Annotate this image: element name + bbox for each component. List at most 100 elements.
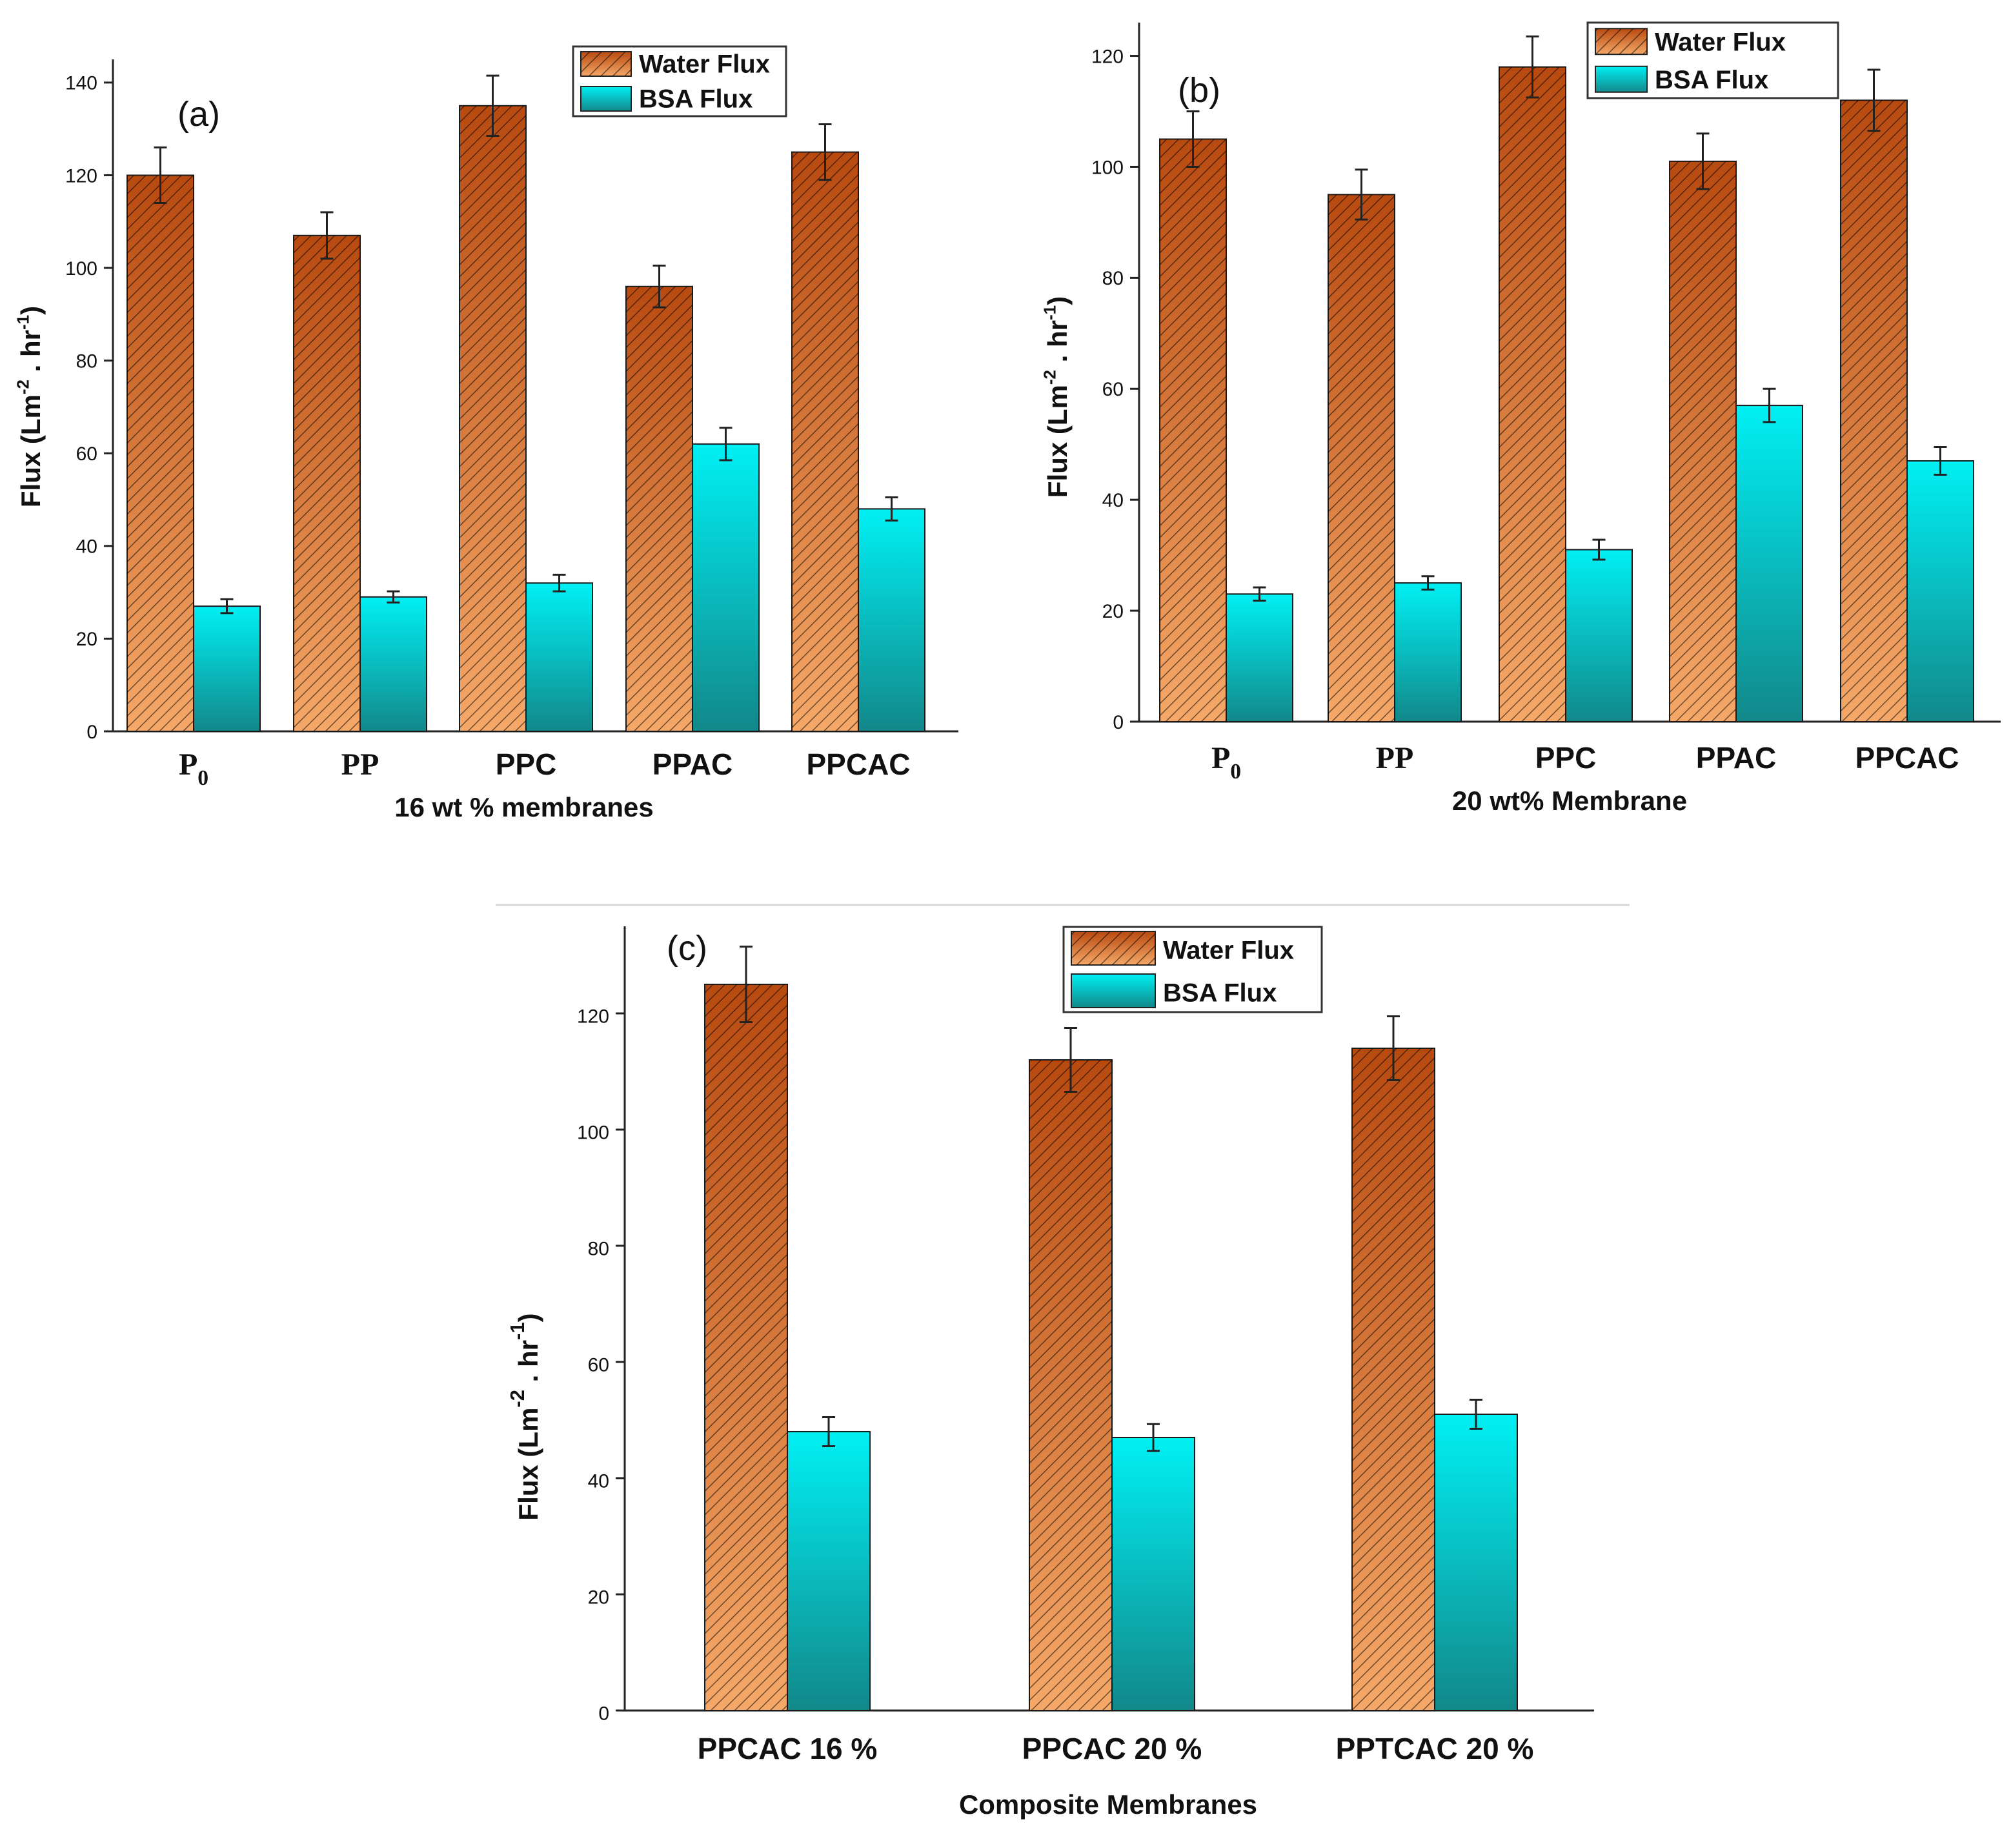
- water-flux-bar-hatch: [294, 235, 360, 731]
- water-flux-error-bar: [1064, 1027, 1077, 1093]
- panel-label: (a): [177, 95, 220, 134]
- water-flux-bar-hatch: [792, 152, 858, 732]
- x-axis-title: Composite Membranes: [959, 1789, 1257, 1820]
- bsa-flux-bar: [787, 1431, 871, 1711]
- water-flux-error-bar: [320, 211, 334, 260]
- legend-swatch-hatch: [581, 52, 631, 76]
- bsa-flux-bar: [1111, 1437, 1195, 1711]
- water-flux-error-bar: [1696, 132, 1710, 190]
- legend-label-bsa: BSA Flux: [1163, 979, 1277, 1008]
- x-category-label: PPAC: [1696, 741, 1776, 775]
- x-category-label: PPCAC 16 %: [698, 1732, 878, 1765]
- water-flux-bar-hatch: [1499, 66, 1566, 722]
- water-flux-bar-hatch: [460, 105, 526, 732]
- y-tick-label: 20: [588, 1587, 609, 1608]
- legend: Water Flux BSA Flux: [1586, 21, 1839, 99]
- legend-swatch-bsa: [580, 86, 632, 112]
- bsa-flux-error-bar: [1763, 387, 1776, 423]
- y-tick-label: 0: [598, 1703, 609, 1724]
- x-category-label: PPTCAC 20 %: [1336, 1732, 1534, 1765]
- x-category-label: P0: [179, 747, 208, 790]
- y-tick-label: 20: [76, 629, 97, 650]
- y-tick-label: 40: [76, 536, 97, 558]
- water-flux-error-bar: [1355, 168, 1368, 221]
- water-flux-error-bar: [818, 123, 832, 181]
- y-tick-label: 0: [1113, 712, 1124, 733]
- bsa-flux-bar: [1735, 405, 1803, 722]
- bsa-flux-error-bar: [387, 590, 400, 604]
- x-category-label: PPCAC 20 %: [1022, 1732, 1202, 1765]
- y-tick-label: 140: [65, 73, 97, 94]
- bsa-flux-bar: [858, 508, 925, 733]
- x-axis-title: 16 wt % membranes: [394, 792, 654, 822]
- legend: Water Flux BSA Flux: [572, 45, 787, 117]
- y-tick-label: 0: [86, 722, 97, 743]
- x-category-label: PPCAC: [806, 747, 910, 781]
- y-tick-label: 80: [1102, 268, 1124, 289]
- bsa-flux-error-bar: [1470, 1399, 1482, 1430]
- y-tick-label: 120: [1091, 46, 1124, 67]
- chart-panel-a: 0 20 40 60 80 100 120 140 P0 PP PPC PPAC PPCAC 16 wt …: [13, 45, 958, 822]
- water-flux-error-bar: [486, 74, 500, 137]
- legend-swatch-bsa: [1071, 973, 1156, 1008]
- bsa-flux-bar: [1906, 460, 1974, 722]
- legend-label-bsa: BSA Flux: [1655, 66, 1768, 94]
- bsa-flux-error-bar: [1934, 446, 1947, 476]
- y-tick-label: 20: [1102, 601, 1124, 622]
- panel-label: (c): [667, 929, 707, 968]
- bsa-flux-error-bar: [1147, 1423, 1160, 1452]
- water-flux-error-bar: [1526, 35, 1539, 99]
- water-flux-error-bar: [1387, 1015, 1400, 1081]
- y-tick-label: 40: [1102, 490, 1124, 511]
- bsa-flux-bar: [359, 596, 427, 732]
- y-tick-label: 60: [1102, 379, 1124, 400]
- water-flux-error-bar: [1867, 68, 1881, 132]
- bsa-flux-bar: [193, 605, 261, 733]
- bsa-flux-error-bar: [1253, 586, 1266, 602]
- bsa-flux-error-bar: [552, 573, 566, 593]
- y-tick-label: 80: [76, 350, 97, 372]
- bsa-flux-error-bar: [1592, 538, 1606, 561]
- legend-label-water: Water Flux: [1163, 937, 1294, 965]
- legend-swatch-hatch: [1595, 28, 1647, 55]
- y-tick-label: 40: [588, 1470, 609, 1492]
- y-axis-title: Flux (Lm-2 . hr-1): [13, 306, 46, 507]
- bsa-flux-bar: [1565, 549, 1633, 722]
- y-tick-label: 80: [588, 1238, 609, 1259]
- bsa-flux-error-bar: [220, 598, 234, 614]
- water-flux-bar-hatch: [1029, 1060, 1112, 1711]
- legend-label-water: Water Flux: [639, 50, 770, 79]
- y-tick-label: 100: [65, 258, 97, 279]
- x-category-label: PPCAC: [1855, 741, 1959, 775]
- water-flux-bar-hatch: [1328, 194, 1395, 722]
- bsa-flux-bar: [525, 582, 593, 733]
- water-flux-bar-hatch: [1352, 1048, 1435, 1711]
- panel-label: (b): [1178, 71, 1220, 110]
- chart-panel-c: 0 20 40 60 80 100 120 PPCAC 16 % PPCAC 20 % PPTCA…: [506, 926, 1594, 1820]
- legend-label-water: Water Flux: [1655, 28, 1786, 57]
- y-axis-title: Flux (Lm-2 . hr-1): [506, 1313, 543, 1520]
- legend-label-bsa: BSA Flux: [639, 85, 753, 114]
- water-flux-error-bar: [154, 146, 167, 205]
- bsa-flux-bar: [1226, 593, 1293, 722]
- y-tick-label: 120: [577, 1006, 609, 1027]
- water-flux-bar-hatch: [705, 984, 787, 1711]
- x-category-label: PPAC: [652, 747, 733, 781]
- water-flux-error-bar: [740, 946, 753, 1023]
- y-tick-label: 60: [76, 443, 97, 465]
- water-flux-bar-hatch: [1670, 161, 1736, 722]
- x-category-label: PPC: [1535, 741, 1597, 775]
- bsa-flux-error-bar: [719, 427, 733, 462]
- bsa-flux-bar: [692, 443, 760, 732]
- x-category-label: P0: [1211, 741, 1241, 784]
- x-category-label: PP: [341, 747, 379, 782]
- chart-panel-b: 0 20 40 60 80 100 120 P0 PP PPC PPAC PPCAC 20 wt% Me…: [1040, 21, 2001, 816]
- water-flux-bar-hatch: [1841, 100, 1907, 722]
- y-tick-label: 60: [588, 1354, 609, 1376]
- water-flux-bar-hatch: [626, 286, 692, 731]
- y-tick-label: 100: [1091, 157, 1124, 178]
- y-axis-title: Flux (Lm-2 . hr-1): [1040, 296, 1073, 498]
- y-tick-label: 100: [577, 1122, 609, 1143]
- bsa-flux-error-bar: [1421, 575, 1435, 591]
- bsa-flux-error-bar: [822, 1416, 835, 1447]
